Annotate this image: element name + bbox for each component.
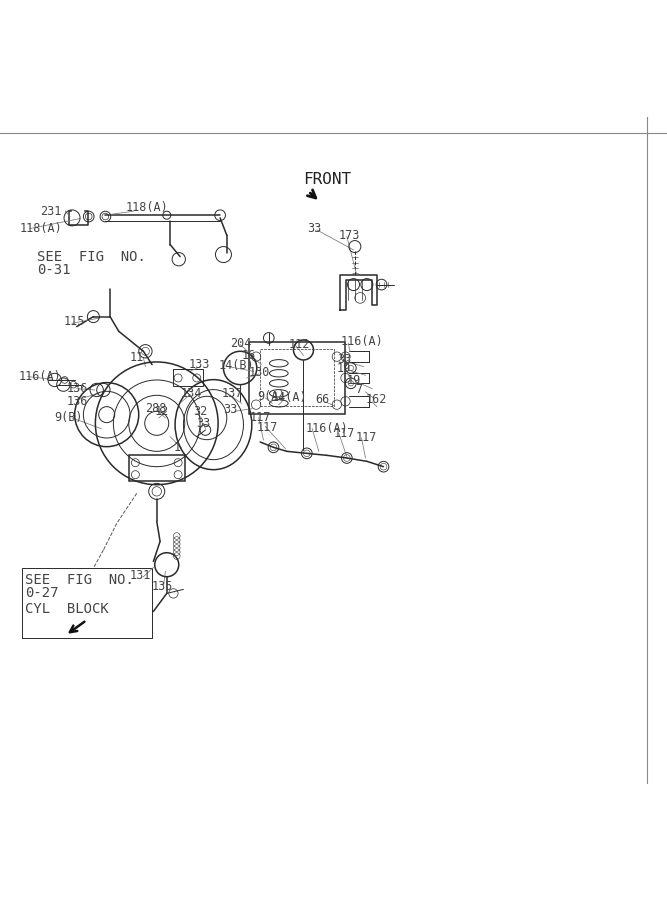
Text: 115: 115 bbox=[63, 315, 85, 328]
Text: 130: 130 bbox=[249, 366, 270, 379]
Text: 231: 231 bbox=[40, 204, 61, 218]
Text: 0-31: 0-31 bbox=[37, 263, 70, 277]
Text: 16: 16 bbox=[241, 349, 255, 362]
Text: 12: 12 bbox=[155, 405, 169, 418]
Text: 33: 33 bbox=[223, 403, 237, 417]
Text: 117: 117 bbox=[356, 431, 377, 445]
Text: 9(A): 9(A) bbox=[257, 390, 285, 403]
Text: 33: 33 bbox=[337, 354, 351, 366]
Text: 117: 117 bbox=[257, 421, 278, 435]
Text: 116(A): 116(A) bbox=[340, 336, 383, 348]
Text: 118(A): 118(A) bbox=[125, 201, 168, 213]
Text: SEE  FIG  NO.: SEE FIG NO. bbox=[37, 249, 145, 264]
Text: FRONT: FRONT bbox=[303, 173, 352, 187]
Text: 14(A): 14(A) bbox=[272, 392, 307, 404]
Text: 1: 1 bbox=[174, 442, 181, 454]
Text: 137: 137 bbox=[221, 387, 243, 400]
Text: 32: 32 bbox=[193, 405, 207, 418]
Text: 19: 19 bbox=[337, 362, 351, 375]
Text: 118(A): 118(A) bbox=[20, 222, 63, 235]
Text: 204: 204 bbox=[230, 337, 251, 350]
Text: 0-27: 0-27 bbox=[25, 587, 59, 600]
Text: 7: 7 bbox=[355, 383, 362, 397]
Text: 11: 11 bbox=[130, 352, 144, 365]
Text: 133: 133 bbox=[189, 358, 210, 371]
Text: 14(B): 14(B) bbox=[219, 359, 254, 373]
Text: 19: 19 bbox=[347, 374, 361, 387]
Text: 33: 33 bbox=[196, 417, 210, 430]
Text: 33: 33 bbox=[307, 222, 321, 235]
Text: 116(A): 116(A) bbox=[305, 422, 348, 436]
Text: 131: 131 bbox=[130, 569, 151, 582]
Text: 66: 66 bbox=[315, 393, 329, 407]
Text: 112: 112 bbox=[288, 338, 309, 351]
Text: 162: 162 bbox=[366, 393, 387, 407]
Text: 117: 117 bbox=[334, 427, 355, 440]
Text: 116(A): 116(A) bbox=[19, 370, 61, 383]
Text: 117: 117 bbox=[250, 411, 271, 425]
Text: 9(B): 9(B) bbox=[55, 411, 83, 425]
Text: 134: 134 bbox=[181, 387, 202, 400]
Text: SEE  FIG  NO.: SEE FIG NO. bbox=[25, 573, 134, 587]
Text: CYL  BLOCK: CYL BLOCK bbox=[25, 602, 109, 616]
Text: 173: 173 bbox=[339, 229, 360, 242]
Text: 135: 135 bbox=[152, 580, 173, 592]
Text: 288: 288 bbox=[145, 402, 167, 415]
Text: 136: 136 bbox=[67, 382, 88, 395]
Text: 136: 136 bbox=[67, 395, 88, 409]
